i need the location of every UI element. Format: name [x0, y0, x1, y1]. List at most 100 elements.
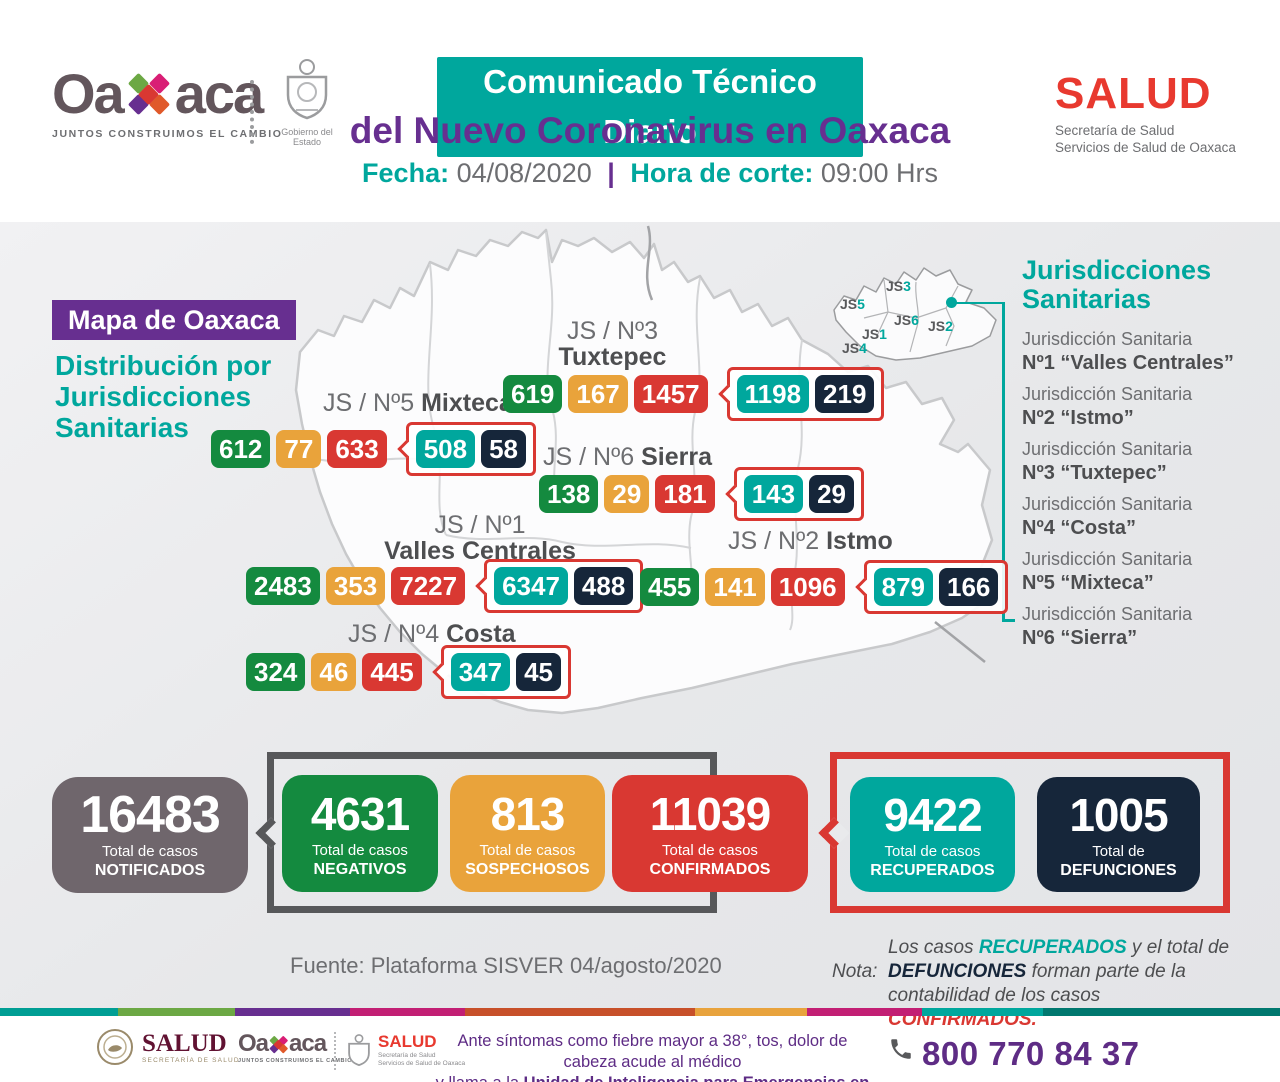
inset-js4-label: JS4	[842, 340, 867, 356]
sidebar-item-js5: Jurisdicción Sanitaria Nº5 “Mixteca”	[1022, 549, 1193, 594]
chip-recuperados: 879	[873, 568, 934, 606]
chip-recuperados: 143	[743, 475, 804, 513]
sidebar-item-js4: Jurisdicción Sanitaria Nº4 “Costa”	[1022, 494, 1193, 539]
chip-sospechosos: 46	[311, 653, 357, 691]
total-notificados-card: 16483 Total de casos NOTIFICADOS	[52, 777, 248, 893]
chip-defunciones: 166	[939, 568, 999, 606]
js5-name: Mixteca	[421, 389, 513, 417]
note-recuperados: RECUPERADOS	[978, 937, 1127, 958]
chip-negativos: 455	[640, 568, 700, 606]
box-arrow-notch	[397, 439, 416, 459]
connector-line-stub	[1002, 619, 1015, 622]
note-defunciones: DEFUNCIONES	[888, 961, 1027, 982]
box-arrow-notch	[717, 384, 737, 404]
chip-negativos: 619	[503, 375, 563, 413]
box-arrow-notch	[475, 576, 494, 596]
map-subtitle-line2: Jurisdicciones	[55, 381, 252, 412]
oaxaca-small-wordmark: Oa aca	[238, 1030, 327, 1057]
recovered-deaths-box: 143 29	[725, 467, 865, 521]
js2-istmo-chips: 455 141 1096 879 166	[640, 560, 1009, 614]
js5-mixteca-chips: 612 77 633 508 58	[211, 422, 537, 476]
sidebar-item-js3: Jurisdicción Sanitaria Nº3 “Tuxtepec”	[1022, 439, 1193, 484]
footer-divider	[334, 1032, 336, 1070]
sidebar-title-line2: Sanitarias	[1022, 284, 1152, 314]
js3-prefix: JS / Nº3	[566, 317, 659, 345]
chip-defunciones: 219	[815, 375, 875, 413]
salud-sublines: Secretaría de Salud Servicios de Salud d…	[1055, 122, 1236, 156]
chip-recuperados: 347	[450, 653, 511, 691]
sidebar-title-line1: Jurisdicciones	[1022, 255, 1212, 285]
title-banner: Comunicado Técnico Diario	[437, 57, 863, 157]
federal-salud-logo: SALUD SECRETARÍA DE SALUD	[96, 1028, 240, 1066]
box-arrow-notch	[432, 662, 451, 682]
box-arrow-notch	[854, 577, 874, 597]
salud-logo: SALUD Secretaría de Salud Servicios de S…	[1055, 72, 1236, 156]
js4-prefix: JS / Nº4	[348, 620, 440, 648]
js2-prefix: JS / Nº2	[728, 527, 820, 555]
chip-recuperados: 1198	[736, 375, 810, 413]
oaxaca-logo-small: Oa aca JUNTOS CONSTRUIMOS EL CAMBIO	[238, 1030, 353, 1065]
oaxaca-diamonds-icon	[269, 1035, 288, 1054]
total-sospechosos-card: 813 Total de casos SOSPECHOSOS	[450, 775, 605, 892]
jurisdictions-sidebar: Jurisdicciones Sanitarias Jurisdicción S…	[1022, 256, 1257, 658]
recuperados-value: 9422	[883, 788, 982, 841]
crest-icon	[286, 59, 328, 120]
oaxaca-small-tagline: JUNTOS CONSTRUIMOS EL CAMBIO	[238, 1058, 353, 1064]
chip-defunciones: 45	[516, 653, 562, 691]
js2-name: Istmo	[826, 527, 893, 555]
map-subtitle-line1: Distribución por	[55, 350, 272, 381]
negativos-value: 4631	[310, 787, 410, 840]
cutoff-value: 09:00 Hrs	[820, 158, 938, 188]
salud-wordmark: SALUD	[1055, 69, 1212, 118]
chip-defunciones: 58	[481, 430, 527, 468]
sidebar-item-js2: Jurisdicción Sanitaria Nº2 “Istmo”	[1022, 384, 1193, 429]
defunciones-value: 1005	[1069, 788, 1168, 841]
js6-prefix: JS / Nº6	[543, 443, 635, 471]
js5-prefix: JS / Nº5	[323, 389, 415, 417]
eagle-roundel-icon	[97, 1029, 133, 1065]
crest-icon	[348, 1034, 370, 1067]
chip-confirmados: 1096	[770, 568, 845, 606]
chip-sospechosos: 29	[604, 475, 650, 513]
federal-salud-caption: SECRETARÍA DE SALUD	[142, 1056, 240, 1064]
recovered-deaths-box: 347 45	[432, 645, 572, 699]
chip-recuperados: 508	[415, 430, 476, 468]
emergency-phone-number: 800 770 84 37	[922, 1035, 1140, 1072]
chip-confirmados: 633	[327, 430, 387, 468]
map-title-badge: Mapa de Oaxaca	[52, 300, 296, 340]
chip-defunciones: 488	[573, 567, 634, 605]
inset-js6-label: JS6	[894, 312, 919, 328]
label-js5-mixteca: JS / Nº5 Mixteca	[323, 389, 513, 418]
chip-sospechosos: 77	[276, 430, 322, 468]
total-negativos-card: 4631 Total de casos NEGATIVOS	[282, 775, 438, 892]
chip-confirmados: 445	[362, 653, 422, 691]
page-subtitle: del Nuevo Coronavirus en Oaxaca	[349, 110, 951, 151]
chip-negativos: 2483	[246, 567, 320, 605]
sospechosos-value: 813	[490, 787, 566, 840]
label-js2-istmo: JS / Nº2 Istmo	[728, 527, 893, 556]
js3-tuxtepec-chips: 619 167 1457 1198 219	[503, 367, 885, 421]
source-text: Fuente: Plataforma SISVER 04/agosto/2020	[290, 953, 722, 978]
total-confirmados-card: 11039 Total de casos CONFIRMADOS	[612, 775, 808, 892]
note-text: Los casos RECUPERADOS y el total de DEFU…	[888, 937, 1230, 1030]
oaxaca-diamonds-icon	[126, 71, 172, 117]
wordmark-left: Oa	[52, 62, 125, 125]
sso-salud-logo: SALUD Secretaría de Salud Servicios de S…	[346, 1030, 465, 1070]
label-js4-costa: JS / Nº4 Costa	[348, 620, 516, 649]
chip-confirmados: 7227	[391, 567, 466, 605]
js1-valles-centrales-chips: 2483 353 7227 6347 488	[246, 559, 644, 613]
federal-salud-wordmark: SALUD	[142, 1029, 227, 1057]
chip-defunciones: 29	[809, 475, 855, 513]
header-dotted-divider	[250, 80, 254, 144]
date-label: Fecha:	[362, 158, 450, 188]
recovered-deaths-box: 1198 219	[717, 367, 885, 421]
recovered-deaths-box: 6347 488	[475, 559, 644, 613]
salud-line1: Secretaría de Salud	[1055, 123, 1175, 138]
inset-js5-label: JS5	[840, 296, 865, 312]
sso-sublines: Secretaría de Salud Servicios de Salud d…	[378, 1051, 466, 1067]
salud-line2: Servicios de Salud de Oaxaca	[1055, 140, 1236, 155]
recovered-deaths-box: 508 58	[397, 422, 537, 476]
connector-line-vertical	[1002, 301, 1005, 622]
js4-name: Costa	[446, 620, 516, 648]
